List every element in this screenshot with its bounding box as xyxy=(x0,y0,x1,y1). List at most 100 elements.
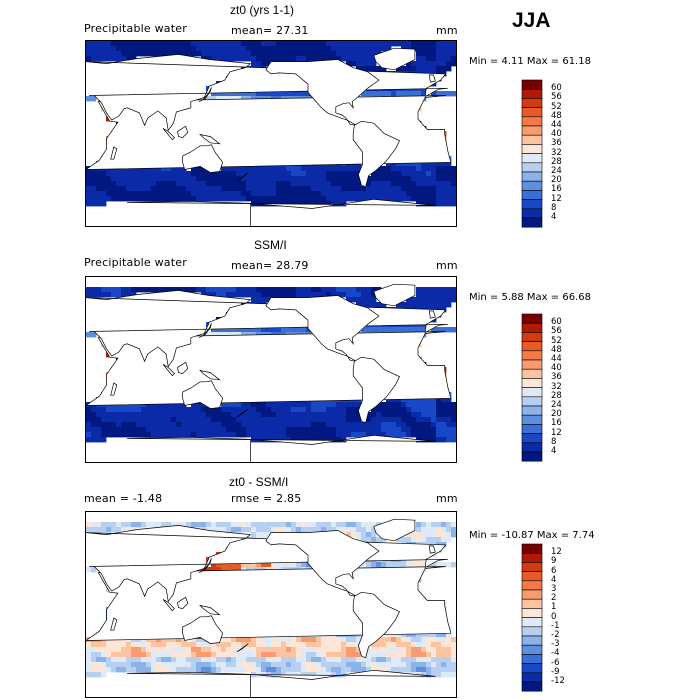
colorbar-swatch xyxy=(521,107,543,118)
colorbar-tick-label: 28 xyxy=(551,390,562,401)
colorbar-swatch xyxy=(521,552,543,563)
panel-3-map xyxy=(85,511,457,698)
panel-3-colorbar: 12 9 6 4 3 2 1 0 -1 -2 -3 -4 -6 -9 -12 xyxy=(521,543,581,694)
land-outline xyxy=(428,310,436,319)
panel-2-min-max: Min = 5.88 Max = 66.68 xyxy=(469,292,591,303)
land-outline xyxy=(352,591,400,659)
colorbar-swatch xyxy=(521,217,543,228)
colorbar-swatches xyxy=(521,313,543,462)
colorbar-tick-label: 60 xyxy=(551,83,562,94)
land-outline xyxy=(110,382,118,396)
colorbar-swatch xyxy=(521,116,543,127)
panel-1-title: zt0 (yrs 1-1) xyxy=(230,3,295,17)
land-outline xyxy=(198,323,212,338)
land-outline xyxy=(265,530,380,597)
colorbar-tick-label: 4 xyxy=(551,574,557,585)
colorbar-swatch xyxy=(521,451,543,462)
land-outline xyxy=(373,283,416,307)
land-outline xyxy=(177,361,189,374)
panel-1-map xyxy=(85,40,457,227)
land-outline xyxy=(182,144,224,173)
panel-1-colorbar: 60 56 52 48 44 40 36 32 28 24 20 16 12 8 4 xyxy=(521,79,581,230)
coastlines xyxy=(86,47,452,226)
colorbar-tick-label: 36 xyxy=(551,372,562,383)
colorbar-swatches xyxy=(521,79,543,228)
land-outline xyxy=(199,369,221,381)
colorbar-tick-label: 20 xyxy=(551,409,562,420)
land-outline xyxy=(182,615,224,644)
colorbar-swatch xyxy=(521,571,543,582)
colorbar-swatch xyxy=(521,635,543,646)
panel-3-unit-label: mm xyxy=(436,492,458,505)
land-outline xyxy=(265,59,380,126)
panel-2-colorbar: 60 56 52 48 44 40 36 32 28 24 20 16 12 8 4 xyxy=(521,313,581,464)
colorbar-tick-label: 4 xyxy=(551,212,557,222)
colorbar-tick-label: 2 xyxy=(551,593,557,604)
colorbar-swatch xyxy=(521,125,543,136)
colorbar-swatch xyxy=(521,350,543,361)
season-label: JJA xyxy=(512,9,551,32)
colorbar-swatch xyxy=(521,180,543,191)
colorbar-tick-label: 44 xyxy=(551,354,562,364)
colorbar-swatch xyxy=(521,580,543,591)
land-outline xyxy=(86,331,452,406)
colorbar-tick-label: 48 xyxy=(551,110,562,121)
colorbar-tick-label: -2 xyxy=(551,630,560,640)
colorbar-swatch xyxy=(521,543,543,554)
colorbar-tick-label: 9 xyxy=(551,556,557,567)
land-outline xyxy=(236,643,249,653)
colorbar-tick-label: 44 xyxy=(551,120,562,130)
colorbar-tick-label: 3 xyxy=(551,584,557,594)
colorbar-tick-label: 36 xyxy=(551,138,562,149)
colorbar-tick-label: 12 xyxy=(551,547,562,558)
colorbar-swatch xyxy=(521,608,543,618)
colorbar-swatch xyxy=(521,368,543,379)
land-outline xyxy=(110,146,118,160)
colorbar-swatch xyxy=(521,190,543,200)
colorbar-swatch xyxy=(521,681,543,692)
colorbar-swatch xyxy=(521,88,543,99)
panel-3-min-max: Min = -10.87 Max = 7.74 xyxy=(469,530,595,541)
colorbar-swatch xyxy=(521,79,543,90)
land-outline xyxy=(373,47,416,71)
colorbar-tick-label: -3 xyxy=(551,639,560,650)
colorbar-swatch xyxy=(521,442,543,453)
colorbar-tick-label: 20 xyxy=(551,175,562,186)
colorbar-swatch xyxy=(521,378,543,388)
colorbar-tick-label: -1 xyxy=(551,620,560,631)
panel-1-mean-label: mean= 27.31 xyxy=(231,24,309,37)
colorbar-swatch xyxy=(521,98,543,108)
colorbar-tick-label: 0 xyxy=(551,611,557,622)
land-outline xyxy=(177,596,189,609)
colorbar-swatch xyxy=(521,359,543,370)
colorbar-tick-label: 56 xyxy=(551,92,562,103)
panel-1-min-max: Min = 4.11 Max = 61.18 xyxy=(469,56,591,67)
panel-3-title: zt0 - SSM/I xyxy=(229,475,289,489)
land-outline xyxy=(162,128,175,141)
colorbar-tick-label: 52 xyxy=(551,101,562,112)
colorbar-swatch xyxy=(521,654,543,664)
land-outline xyxy=(110,617,118,631)
colorbar-tick-label: 12 xyxy=(551,193,562,204)
colorbar-tick-label: 16 xyxy=(551,418,562,429)
land-outline xyxy=(352,356,400,424)
colorbar-swatch xyxy=(521,153,543,164)
panel-2-variable-label: Precipitable water xyxy=(84,256,187,269)
colorbar-tick-label: 28 xyxy=(551,156,562,167)
colorbar-swatch xyxy=(521,322,543,333)
colorbar-swatch xyxy=(521,134,543,145)
colorbar-swatch xyxy=(521,644,543,655)
land-outline xyxy=(373,518,416,542)
colorbar-swatch xyxy=(521,589,543,600)
colorbar-tick-label: 60 xyxy=(551,317,562,328)
land-outline xyxy=(199,133,221,145)
colorbar-tick-label: 8 xyxy=(551,202,557,213)
land-outline xyxy=(86,95,452,170)
land-outline xyxy=(352,120,400,188)
land-outline xyxy=(198,87,212,102)
colorbar-swatch xyxy=(521,414,543,425)
colorbar-tick-label: 24 xyxy=(551,400,562,410)
colorbar-tick-label: 6 xyxy=(551,565,557,576)
panel-2-map xyxy=(85,276,457,463)
colorbar-tick-label: 40 xyxy=(551,363,562,374)
